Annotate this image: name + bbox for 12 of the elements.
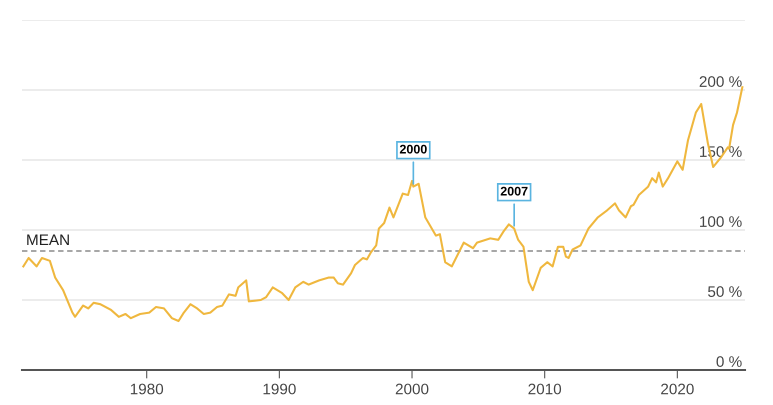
y-tick-label: 0 % (716, 356, 742, 367)
ref-line-label: MEAN (27, 234, 69, 246)
x-tick-label: 2020 (661, 384, 694, 394)
x-tick-label: 2000 (396, 384, 428, 394)
y-tick-label: 100 % (700, 216, 742, 227)
annotation: 2007 (500, 186, 528, 196)
x-tick-label: 1990 (264, 384, 296, 394)
y-tick-label: 200 % (700, 76, 742, 87)
x-tick-label: 2010 (528, 384, 562, 394)
x-tick-label: 1980 (130, 384, 164, 394)
y-tick-label: 50 % (708, 286, 742, 297)
annotation: 2000 (400, 144, 427, 154)
